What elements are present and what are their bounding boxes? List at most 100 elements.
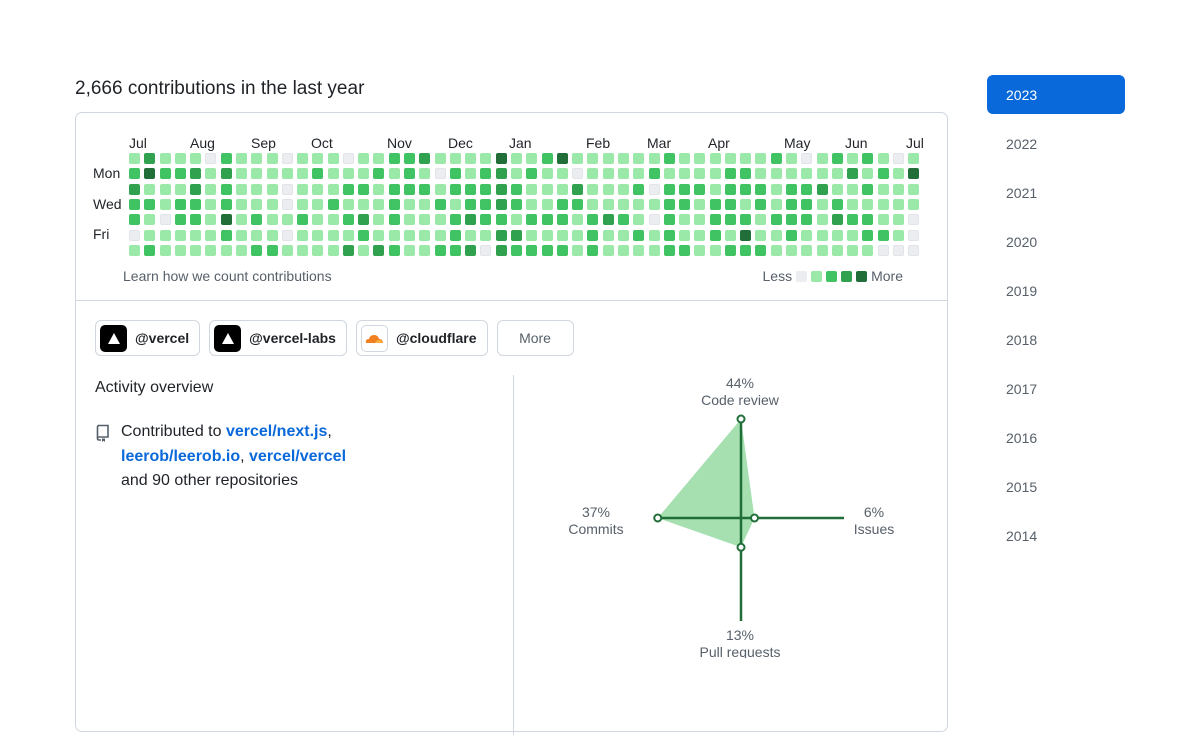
contribution-day[interactable] (144, 168, 156, 180)
contribution-day[interactable] (144, 198, 156, 210)
contribution-day[interactable] (159, 168, 171, 180)
contribution-day[interactable] (541, 244, 553, 256)
contribution-day[interactable] (388, 183, 400, 195)
contribution-day[interactable] (541, 153, 553, 164)
contribution-day[interactable] (220, 198, 232, 210)
contribution-day[interactable] (740, 153, 752, 164)
contribution-day[interactable] (648, 214, 660, 226)
contribution-day[interactable] (572, 153, 584, 164)
contribution-day[interactable] (694, 153, 706, 164)
contribution-day[interactable] (572, 214, 584, 226)
contribution-day[interactable] (740, 183, 752, 195)
contribution-day[interactable] (144, 183, 156, 195)
contribution-day[interactable] (190, 153, 202, 164)
contribution-day[interactable] (342, 153, 354, 164)
contribution-day[interactable] (709, 229, 721, 241)
contribution-day[interactable] (526, 183, 538, 195)
contribution-day[interactable] (342, 198, 354, 210)
contribution-day[interactable] (327, 153, 339, 164)
contribution-day[interactable] (770, 198, 782, 210)
contribution-day[interactable] (602, 198, 614, 210)
contribution-day[interactable] (740, 229, 752, 241)
contribution-day[interactable] (877, 168, 889, 180)
contribution-day[interactable] (694, 198, 706, 210)
contribution-day[interactable] (312, 244, 324, 256)
contribution-day[interactable] (755, 168, 767, 180)
contribution-day[interactable] (342, 183, 354, 195)
contribution-day[interactable] (465, 183, 477, 195)
contribution-day[interactable] (144, 214, 156, 226)
contribution-day[interactable] (190, 198, 202, 210)
contribution-day[interactable] (495, 168, 507, 180)
contribution-day[interactable] (724, 153, 736, 164)
contribution-day[interactable] (297, 229, 309, 241)
contribution-day[interactable] (694, 214, 706, 226)
contribution-day[interactable] (419, 198, 431, 210)
contribution-day[interactable] (220, 229, 232, 241)
contribution-day[interactable] (327, 214, 339, 226)
contribution-day[interactable] (266, 183, 278, 195)
contribution-day[interactable] (266, 168, 278, 180)
contribution-day[interactable] (541, 168, 553, 180)
contribution-day[interactable] (312, 214, 324, 226)
contribution-day[interactable] (174, 244, 186, 256)
contribution-day[interactable] (190, 214, 202, 226)
contribution-day[interactable] (449, 183, 461, 195)
contribution-day[interactable] (297, 214, 309, 226)
contribution-day[interactable] (663, 229, 675, 241)
contribution-day[interactable] (327, 168, 339, 180)
contribution-day[interactable] (220, 183, 232, 195)
contribution-day[interactable] (831, 198, 843, 210)
contribution-day[interactable] (572, 198, 584, 210)
contribution-day[interactable] (190, 168, 202, 180)
contribution-day[interactable] (877, 198, 889, 210)
contribution-day[interactable] (740, 244, 752, 256)
contribution-day[interactable] (556, 198, 568, 210)
year-2022[interactable]: 2022 (1006, 135, 1038, 152)
contribution-day[interactable] (373, 153, 385, 164)
contribution-day[interactable] (893, 198, 904, 210)
contribution-day[interactable] (679, 153, 691, 164)
contribution-day[interactable] (205, 153, 217, 164)
contribution-day[interactable] (190, 244, 202, 256)
contribution-day[interactable] (893, 229, 904, 241)
contribution-day[interactable] (388, 168, 400, 180)
contribution-day[interactable] (205, 214, 217, 226)
contribution-day[interactable] (235, 153, 247, 164)
contribution-day[interactable] (724, 198, 736, 210)
contribution-day[interactable] (831, 244, 843, 256)
contribution-day[interactable] (755, 214, 767, 226)
contribution-day[interactable] (312, 168, 324, 180)
contribution-day[interactable] (144, 153, 156, 164)
contribution-day[interactable] (755, 229, 767, 241)
contribution-day[interactable] (617, 229, 629, 241)
contribution-day[interactable] (281, 244, 293, 256)
contribution-day[interactable] (373, 214, 385, 226)
contribution-day[interactable] (908, 229, 920, 241)
contribution-day[interactable] (724, 214, 736, 226)
contribution-day[interactable] (847, 153, 859, 164)
contribution-day[interactable] (281, 168, 293, 180)
contribution-day[interactable] (220, 153, 232, 164)
contribution-day[interactable] (235, 244, 247, 256)
contribution-day[interactable] (495, 229, 507, 241)
contribution-day[interactable] (801, 214, 813, 226)
contribution-day[interactable] (480, 214, 492, 226)
contribution-day[interactable] (648, 183, 660, 195)
contribution-day[interactable] (831, 153, 843, 164)
contribution-day[interactable] (373, 229, 385, 241)
contribution-day[interactable] (480, 153, 492, 164)
contribution-day[interactable] (511, 214, 522, 226)
contribution-day[interactable] (144, 244, 156, 256)
contribution-day[interactable] (281, 229, 293, 241)
contribution-day[interactable] (617, 214, 629, 226)
contribution-day[interactable] (327, 183, 339, 195)
contribution-day[interactable] (862, 168, 874, 180)
contribution-day[interactable] (495, 183, 507, 195)
contribution-day[interactable] (541, 214, 553, 226)
contribution-day[interactable] (251, 229, 263, 241)
contribution-day[interactable] (587, 244, 599, 256)
contribution-day[interactable] (342, 168, 354, 180)
year-2018[interactable]: 2018 (1006, 331, 1038, 348)
contribution-day[interactable] (816, 214, 828, 226)
